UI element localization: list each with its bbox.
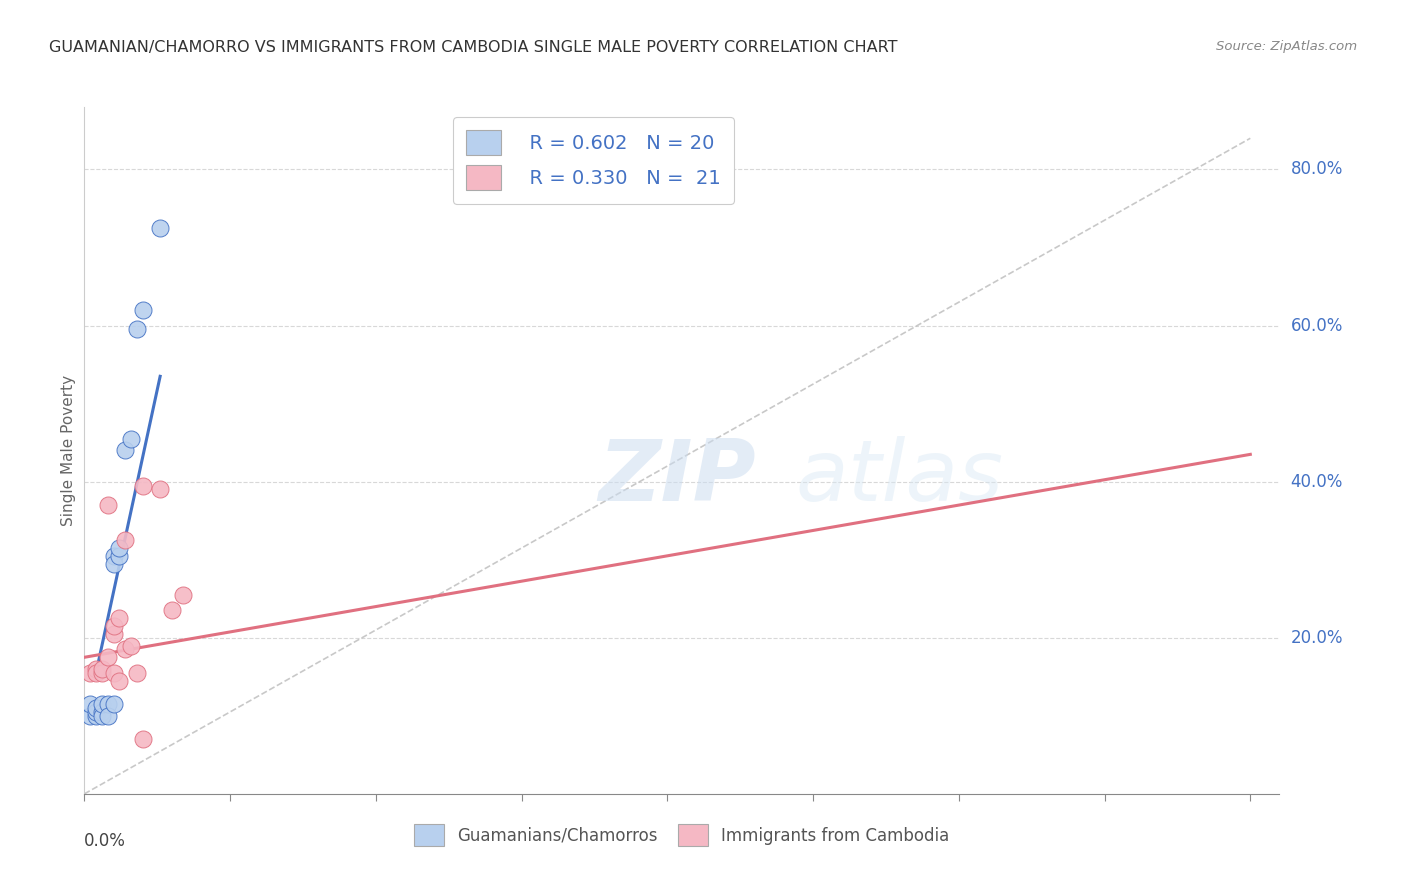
Point <box>97 650 120 665</box>
Point <box>97 708 120 723</box>
Point <box>84 662 107 676</box>
Point <box>108 673 131 688</box>
Legend: Guamanians/Chamorros, Immigrants from Cambodia: Guamanians/Chamorros, Immigrants from Ca… <box>406 816 957 855</box>
Text: 80.0%: 80.0% <box>1291 161 1343 178</box>
Point <box>120 432 142 446</box>
Point <box>79 708 101 723</box>
Point <box>103 627 125 641</box>
Point <box>90 697 112 711</box>
Point <box>79 665 101 680</box>
Point <box>120 639 142 653</box>
Point <box>108 549 131 563</box>
Point <box>114 533 136 548</box>
Point <box>114 443 136 458</box>
Point <box>84 705 107 719</box>
Point <box>84 701 107 715</box>
Point <box>103 697 125 711</box>
Text: 60.0%: 60.0% <box>1291 317 1343 334</box>
Text: atlas: atlas <box>796 436 1004 519</box>
Point <box>103 665 125 680</box>
Point <box>160 603 183 617</box>
Point <box>90 705 112 719</box>
Point <box>103 549 125 563</box>
Text: GUAMANIAN/CHAMORRO VS IMMIGRANTS FROM CAMBODIA SINGLE MALE POVERTY CORRELATION C: GUAMANIAN/CHAMORRO VS IMMIGRANTS FROM CA… <box>49 40 897 55</box>
Point <box>114 642 136 657</box>
Y-axis label: Single Male Poverty: Single Male Poverty <box>60 375 76 526</box>
Point <box>125 665 148 680</box>
Point <box>84 708 107 723</box>
Point <box>103 557 125 571</box>
Point <box>108 541 131 555</box>
Point <box>90 662 112 676</box>
Point <box>131 478 153 492</box>
Point <box>103 619 125 633</box>
Point <box>97 498 120 512</box>
Text: 20.0%: 20.0% <box>1291 629 1343 647</box>
Point <box>172 588 194 602</box>
Point <box>90 665 112 680</box>
Point <box>97 697 120 711</box>
Text: Source: ZipAtlas.com: Source: ZipAtlas.com <box>1216 40 1357 54</box>
Text: 0.0%: 0.0% <box>84 831 127 850</box>
Point <box>149 221 172 235</box>
Point <box>125 322 148 336</box>
Text: ZIP: ZIP <box>599 436 756 519</box>
Point <box>84 665 107 680</box>
Text: 40.0%: 40.0% <box>1291 473 1343 491</box>
Point <box>149 483 172 497</box>
Point <box>131 732 153 747</box>
Point <box>90 708 112 723</box>
Point <box>131 302 153 317</box>
Point <box>79 697 101 711</box>
Point <box>108 611 131 625</box>
